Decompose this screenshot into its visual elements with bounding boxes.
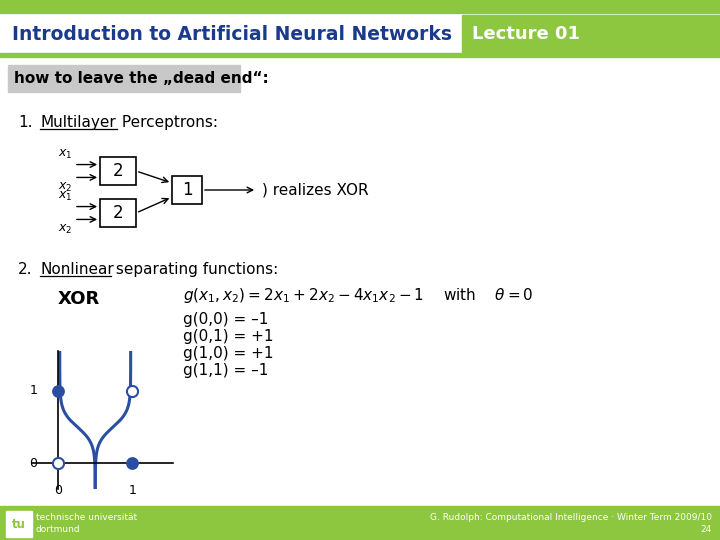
Text: $x_2$: $x_2$ [58, 223, 72, 236]
Bar [0, 0, 720, 13]
Text: XOR: XOR [58, 290, 100, 308]
Text: 0: 0 [30, 457, 37, 470]
Text: 1.: 1. [18, 115, 32, 130]
Text: 0: 0 [54, 484, 62, 497]
Bar [462, 15, 720, 53]
Text: 2: 2 [113, 162, 123, 180]
Text: $x_1$: $x_1$ [58, 190, 73, 203]
Text: $g(x_1, x_2) = 2x_1 + 2x_2 - 4x_1x_2 - 1$    with    $\theta = 0$: $g(x_1, x_2) = 2x_1 + 2x_2 - 4x_1x_2 - 1… [183, 286, 534, 305]
Text: 24: 24 [701, 525, 712, 535]
Bar [0, 53, 720, 57]
Text: 2.: 2. [18, 262, 32, 277]
Text: G. Rudolph: Computational Intelligence · Winter Term 2009/10: G. Rudolph: Computational Intelligence ·… [430, 514, 712, 523]
Bar [100, 157, 136, 185]
Text: dortmund: dortmund [36, 524, 81, 534]
Text: g(0,0) = –1: g(0,0) = –1 [183, 312, 269, 327]
Text: g(1,0) = +1: g(1,0) = +1 [183, 346, 274, 361]
Text: Lecture 01: Lecture 01 [472, 25, 580, 43]
Text: separating functions:: separating functions: [111, 262, 278, 277]
Text: 2: 2 [113, 204, 123, 222]
Bar [0, 506, 720, 540]
Text: Introduction to Artificial Neural Networks: Introduction to Artificial Neural Networ… [12, 24, 452, 44]
Text: technische universität: technische universität [36, 512, 137, 522]
Text: ) realizes XOR: ) realizes XOR [262, 183, 369, 198]
Text: Nonlinear: Nonlinear [40, 262, 114, 277]
Text: how to leave the „dead end“:: how to leave the „dead end“: [14, 71, 269, 86]
Bar [8, 65, 240, 92]
Text: 1: 1 [30, 384, 37, 397]
Text: g(1,1) = –1: g(1,1) = –1 [183, 363, 269, 378]
Bar [100, 199, 136, 227]
Text: g(0,1) = +1: g(0,1) = +1 [183, 329, 274, 344]
Bar [172, 176, 202, 204]
Bar [6, 511, 32, 537]
Text: Multilayer: Multilayer [40, 115, 116, 130]
Text: 1: 1 [128, 484, 136, 497]
Text: $x_2$: $x_2$ [58, 181, 72, 194]
Text: 1: 1 [181, 181, 192, 199]
Text: Perceptrons:: Perceptrons: [117, 115, 218, 130]
Text: tu: tu [12, 517, 26, 530]
Text: $x_1$: $x_1$ [58, 148, 73, 161]
Bar [0, 15, 720, 53]
